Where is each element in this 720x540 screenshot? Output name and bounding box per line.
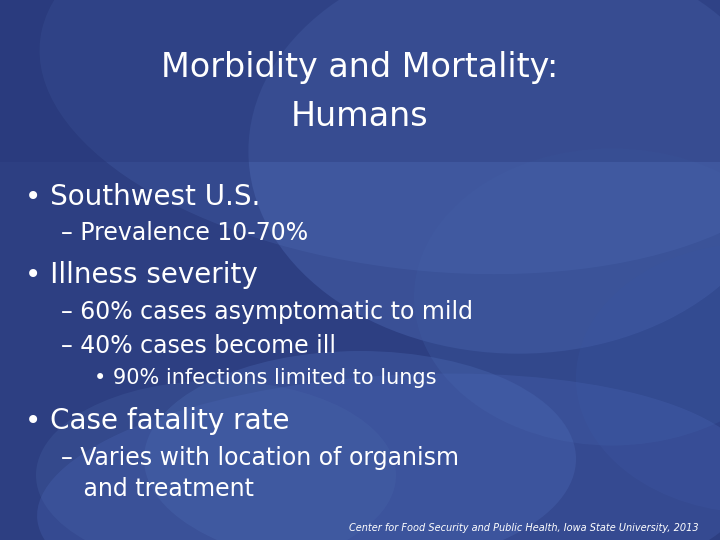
Text: – Varies with location of organism: – Varies with location of organism: [61, 446, 459, 470]
Text: • Southwest U.S.: • Southwest U.S.: [25, 183, 261, 211]
Ellipse shape: [248, 0, 720, 354]
Text: Humans: Humans: [291, 99, 429, 133]
Text: – Prevalence 10-70%: – Prevalence 10-70%: [61, 221, 308, 245]
Text: and treatment: and treatment: [61, 477, 254, 501]
Ellipse shape: [144, 351, 576, 540]
Text: – 60% cases asymptomatic to mild: – 60% cases asymptomatic to mild: [61, 300, 473, 324]
Text: Morbidity and Mortality:: Morbidity and Mortality:: [161, 51, 559, 84]
Bar: [0, 0, 720, 162]
Text: • 90% infections limited to lungs: • 90% infections limited to lungs: [94, 368, 436, 388]
Ellipse shape: [40, 0, 720, 274]
Ellipse shape: [414, 148, 720, 445]
Ellipse shape: [576, 243, 720, 513]
Text: • Case fatality rate: • Case fatality rate: [25, 407, 289, 435]
Text: – 40% cases become ill: – 40% cases become ill: [61, 334, 336, 357]
Ellipse shape: [37, 374, 720, 540]
Text: • Illness severity: • Illness severity: [25, 261, 258, 289]
Text: Center for Food Security and Public Health, Iowa State University, 2013: Center for Food Security and Public Heal…: [348, 523, 698, 533]
Ellipse shape: [36, 381, 396, 540]
